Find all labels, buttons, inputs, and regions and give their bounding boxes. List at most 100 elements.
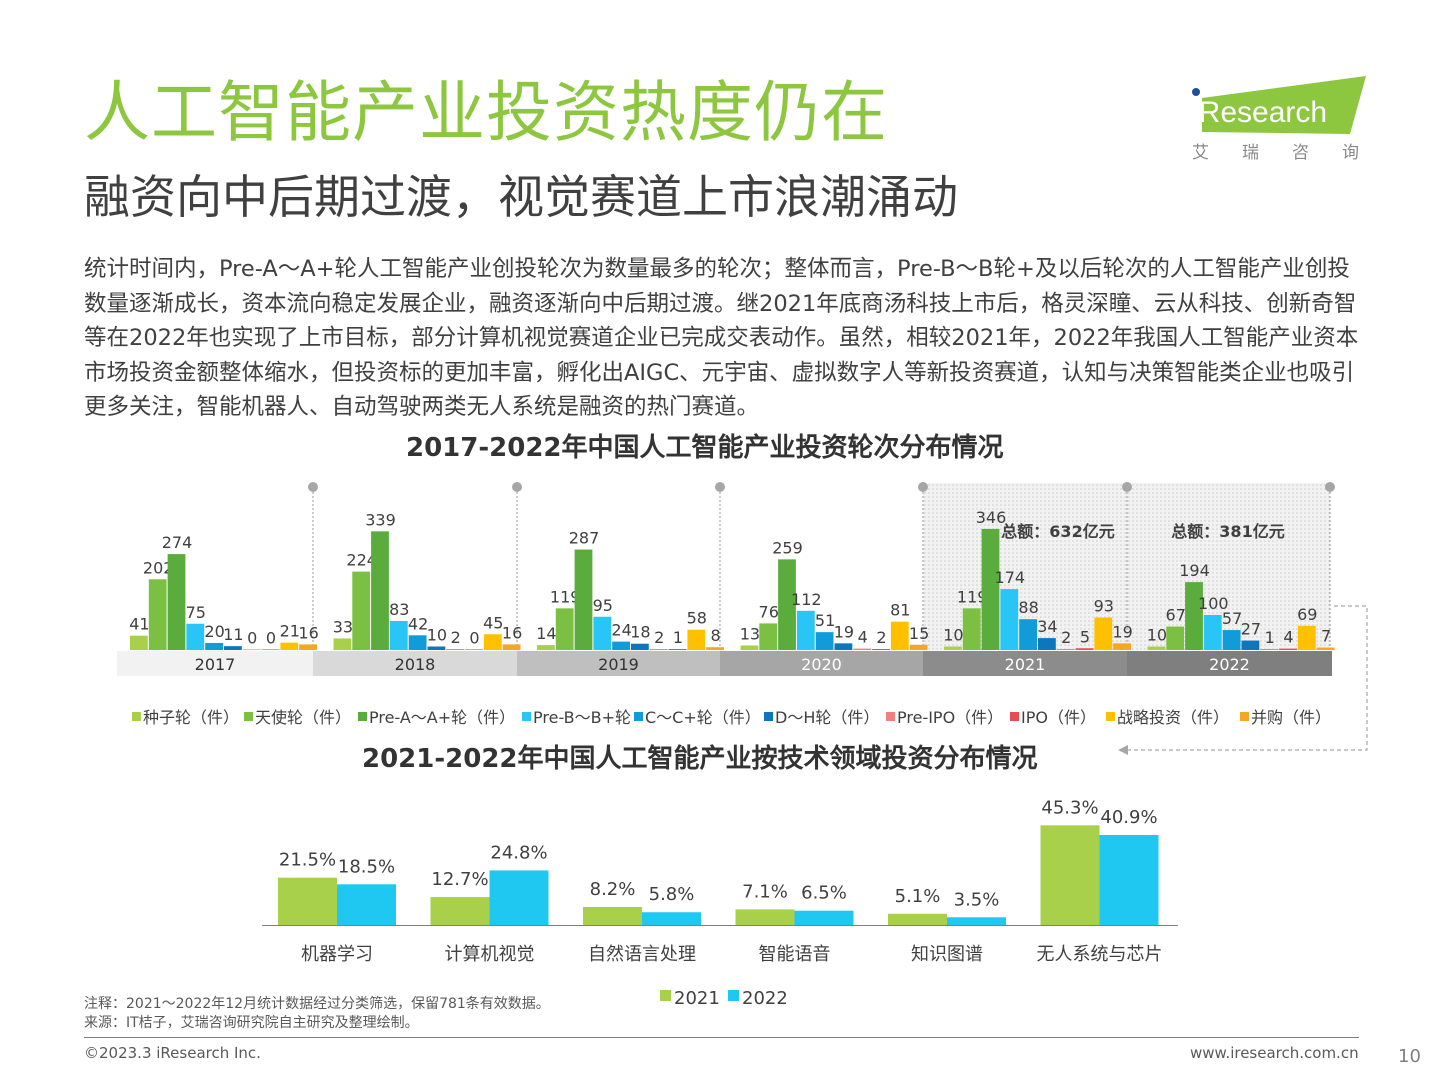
- bar-label-2021-6: 2: [1061, 628, 1071, 647]
- year-label-2020: 2020: [801, 655, 842, 674]
- connector-arrow-head: [1118, 745, 1128, 755]
- year-band-2020: [720, 651, 923, 676]
- bar-label-2017-2: 274: [162, 533, 193, 552]
- year-band-2018: [313, 651, 517, 676]
- bar-2020-9: [909, 644, 928, 650]
- bar-2019-2: [574, 549, 593, 650]
- bar-label-2022-1: 67: [1166, 606, 1186, 625]
- tech-bar-label-0-2021: 21.5%: [279, 850, 336, 871]
- bar-2019-0: [537, 645, 555, 650]
- total-annotation-2021: 总额：632亿元: [1001, 522, 1114, 541]
- bar-2020-3: [796, 610, 815, 650]
- bar-2019-3: [593, 616, 612, 650]
- bar-2018-1: [352, 571, 371, 650]
- bar-2021-7: [1075, 648, 1094, 650]
- bar-2017-8: [280, 642, 299, 650]
- tech-bar-label-5-2021: 45.3%: [1041, 797, 1098, 818]
- year-band-2017: [117, 651, 313, 676]
- bar-2018-6: [446, 649, 465, 650]
- bar-2021-1: [962, 608, 981, 650]
- footnote-source: 来源：IT桔子，艾瑞咨询研究院自主研究及整理绘制。: [84, 1015, 419, 1031]
- bar-label-2017-3: 75: [186, 603, 206, 622]
- bar-label-2019-9: 8: [711, 626, 721, 645]
- legend-swatch-5: [764, 712, 773, 721]
- bar-2017-6: [242, 649, 261, 650]
- bar-2022-7: [1279, 648, 1297, 650]
- bar-label-2020-3: 112: [791, 590, 822, 609]
- bar-label-2020-0: 13: [740, 624, 760, 643]
- bar-2019-9: [706, 647, 724, 650]
- bar-2018-0: [333, 638, 352, 650]
- tech-legend-swatch-2021: [660, 990, 671, 1001]
- legend-label-5: D～H轮（件）: [775, 708, 879, 727]
- logo-cn-text: 艾瑞咨询: [1192, 143, 1392, 163]
- logo-text: iResearch: [1192, 96, 1327, 129]
- bar-2017-9: [299, 644, 317, 650]
- bar-2021-9: [1113, 643, 1131, 650]
- bar-label-2017-5: 11: [223, 625, 243, 644]
- tech-bar-5-2021: [1040, 825, 1100, 925]
- legend-label-7: IPO（件）: [1021, 708, 1096, 727]
- bar-label-2021-8: 93: [1094, 596, 1114, 615]
- tech-bar-1-2021: [430, 897, 490, 925]
- site-url[interactable]: www.iresearch.com.cn: [1190, 1044, 1359, 1062]
- legend-label-6: Pre-IPO（件）: [897, 708, 1003, 727]
- bar-label-2020-7: 2: [876, 628, 886, 647]
- bar-label-2022-3: 100: [1198, 594, 1229, 613]
- bar-label-2018-0: 33: [333, 617, 353, 636]
- bar-label-2021-1: 119: [957, 587, 988, 606]
- bar-label-2019-7: 1: [673, 628, 683, 647]
- tech-category-label-4: 知识图谱: [911, 944, 983, 965]
- year-divider-dot: [1122, 482, 1132, 492]
- bar-label-2019-2: 287: [569, 529, 600, 548]
- tech-bar-label-1-2021: 12.7%: [431, 869, 488, 890]
- bar-label-2022-5: 27: [1241, 620, 1261, 639]
- legend-swatch-3: [522, 712, 531, 721]
- legend-label-8: 战略投资（件）: [1117, 708, 1229, 727]
- bar-2021-2: [981, 528, 1000, 650]
- bar-label-2020-8: 81: [890, 601, 910, 620]
- year-divider-dot: [715, 482, 725, 492]
- bar-label-2019-6: 2: [654, 628, 664, 647]
- summary-paragraph: 统计时间内，Pre-A～A+轮人工智能产业创投轮次为数量最多的轮次；整体而言，P…: [84, 256, 1359, 420]
- bar-2021-0: [944, 646, 962, 650]
- bar-label-2020-9: 15: [909, 624, 929, 643]
- bar-2020-7: [872, 649, 890, 650]
- year-label-2021: 2021: [1005, 655, 1046, 674]
- iresearch-logo: iResearch 艾瑞咨询: [1188, 76, 1368, 163]
- bar-2017-4: [205, 643, 223, 650]
- bar-2017-3: [186, 623, 205, 650]
- year-band-2019: [517, 651, 720, 676]
- legend-label-3: Pre-B～B+轮: [533, 708, 631, 727]
- page-subtitle: 融资向中后期过渡，视觉赛道上市浪潮涌动: [84, 170, 958, 224]
- legend-label-0: 种子轮（件）: [143, 708, 239, 727]
- tech-category-label-3: 智能语音: [759, 944, 831, 965]
- bar-label-2021-4: 88: [1018, 598, 1038, 617]
- connector-arrow-line: [1124, 605, 1368, 751]
- bar-2022-9: [1316, 647, 1335, 650]
- tech-bar-2-2022: [642, 912, 701, 925]
- logo-graphic: iResearch 艾瑞咨询: [1192, 76, 1366, 163]
- bar-2018-4: [408, 635, 427, 650]
- year-label-2018: 2018: [395, 655, 436, 674]
- bar-label-2021-9: 19: [1112, 622, 1132, 641]
- chart2-title: 2021-2022年中国人工智能产业按技术领域投资分布情况: [362, 744, 1038, 774]
- bar-2022-8: [1297, 625, 1316, 650]
- tech-bar-label-1-2022: 24.8%: [490, 842, 547, 863]
- bar-label-2017-0: 41: [129, 615, 149, 634]
- legend-swatch-7: [1010, 712, 1019, 721]
- copyright: ©2023.3 iResearch Inc.: [84, 1044, 261, 1062]
- bar-label-2019-3: 95: [593, 596, 613, 615]
- bar-2022-5: [1241, 640, 1260, 650]
- bar-2018-5: [427, 646, 446, 650]
- tech-legend-label-2022: 2022: [742, 988, 788, 1009]
- bar-label-2021-2: 346: [976, 508, 1007, 527]
- bar-2019-8: [687, 629, 706, 650]
- tech-bar-4-2022: [947, 917, 1006, 925]
- year-label-2019: 2019: [598, 655, 639, 674]
- bar-2018-2: [371, 531, 389, 650]
- bar-label-2021-3: 174: [995, 568, 1026, 587]
- tech-category-label-2: 自然语言处理: [588, 944, 696, 965]
- page-title: 人工智能产业投资热度仍在: [84, 74, 888, 151]
- bar-label-2022-0: 10: [1147, 626, 1167, 645]
